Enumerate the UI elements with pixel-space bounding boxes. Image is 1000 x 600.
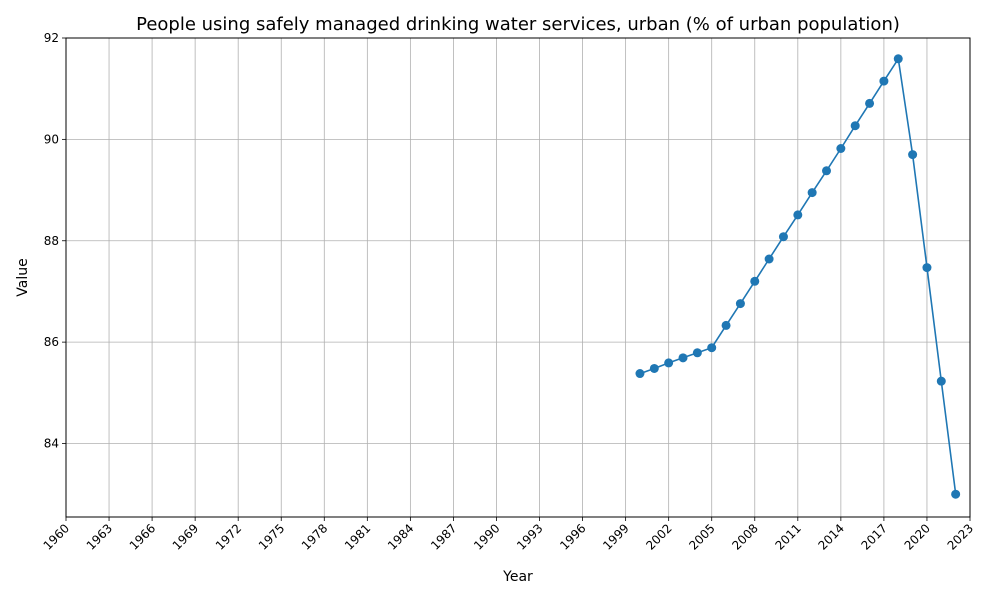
data-point (908, 150, 918, 160)
x-axis-ticks: 1960 1963 1966 1969 1972 1975 1978 1981 1984 1987… (41, 517, 976, 553)
x-tick-label: 1966 (127, 521, 158, 552)
x-tick-label: 1990 (471, 521, 502, 552)
y-tick-label: 90 (44, 132, 59, 146)
x-tick-label: 1960 (41, 521, 72, 552)
x-tick-label: 1999 (600, 521, 631, 552)
x-tick-label: 1978 (299, 521, 330, 552)
x-tick-label: 2002 (643, 521, 674, 552)
x-tick-label: 1969 (170, 521, 201, 552)
data-points (635, 54, 961, 499)
data-point (664, 358, 674, 368)
y-tick-label: 88 (44, 234, 59, 248)
x-tick-label: 1972 (213, 521, 244, 552)
data-point (750, 276, 760, 286)
chart-title: People using safely managed drinking wat… (136, 14, 900, 35)
x-tick-label: 2023 (945, 521, 976, 552)
x-tick-label: 1975 (256, 521, 287, 552)
data-point (721, 320, 731, 330)
data-point (893, 54, 903, 64)
plot-frame (65, 37, 971, 518)
x-tick-label: 1987 (428, 521, 459, 552)
data-point (692, 348, 702, 358)
data-point (865, 98, 875, 108)
x-tick-label: 1993 (514, 521, 545, 552)
x-tick-label: 1963 (84, 521, 115, 552)
x-tick-label: 2011 (772, 521, 803, 552)
data-point (836, 143, 846, 153)
x-tick-label: 2020 (902, 521, 933, 552)
data-point (735, 299, 745, 309)
data-point (764, 254, 774, 264)
x-tick-label: 1996 (557, 521, 588, 552)
data-point (635, 369, 645, 379)
y-tick-label: 84 (44, 437, 59, 451)
x-tick-label: 2005 (686, 521, 717, 552)
data-point (678, 353, 688, 363)
data-point (879, 76, 889, 86)
data-point (649, 363, 659, 373)
data-point (807, 188, 817, 198)
x-tick-label: 2017 (859, 521, 890, 552)
y-tick-label: 92 (44, 31, 59, 45)
y-tick-label: 86 (44, 335, 59, 349)
data-point (707, 343, 717, 353)
x-tick-label: 1981 (342, 521, 373, 552)
x-tick-label: 1984 (385, 521, 416, 552)
data-point (850, 121, 860, 131)
data-point (793, 210, 803, 220)
x-tick-label: 2008 (729, 521, 760, 552)
y-axis-label: Value (15, 258, 31, 296)
x-tick-label: 2014 (815, 521, 846, 552)
data-point (951, 489, 961, 499)
data-point (822, 166, 832, 176)
data-point (778, 232, 788, 242)
y-axis-ticks: 84 86 88 90 92 (44, 31, 66, 451)
grid-lines (65, 37, 971, 517)
data-point (936, 376, 946, 386)
x-axis-label: Year (502, 569, 533, 585)
data-point (922, 263, 932, 273)
